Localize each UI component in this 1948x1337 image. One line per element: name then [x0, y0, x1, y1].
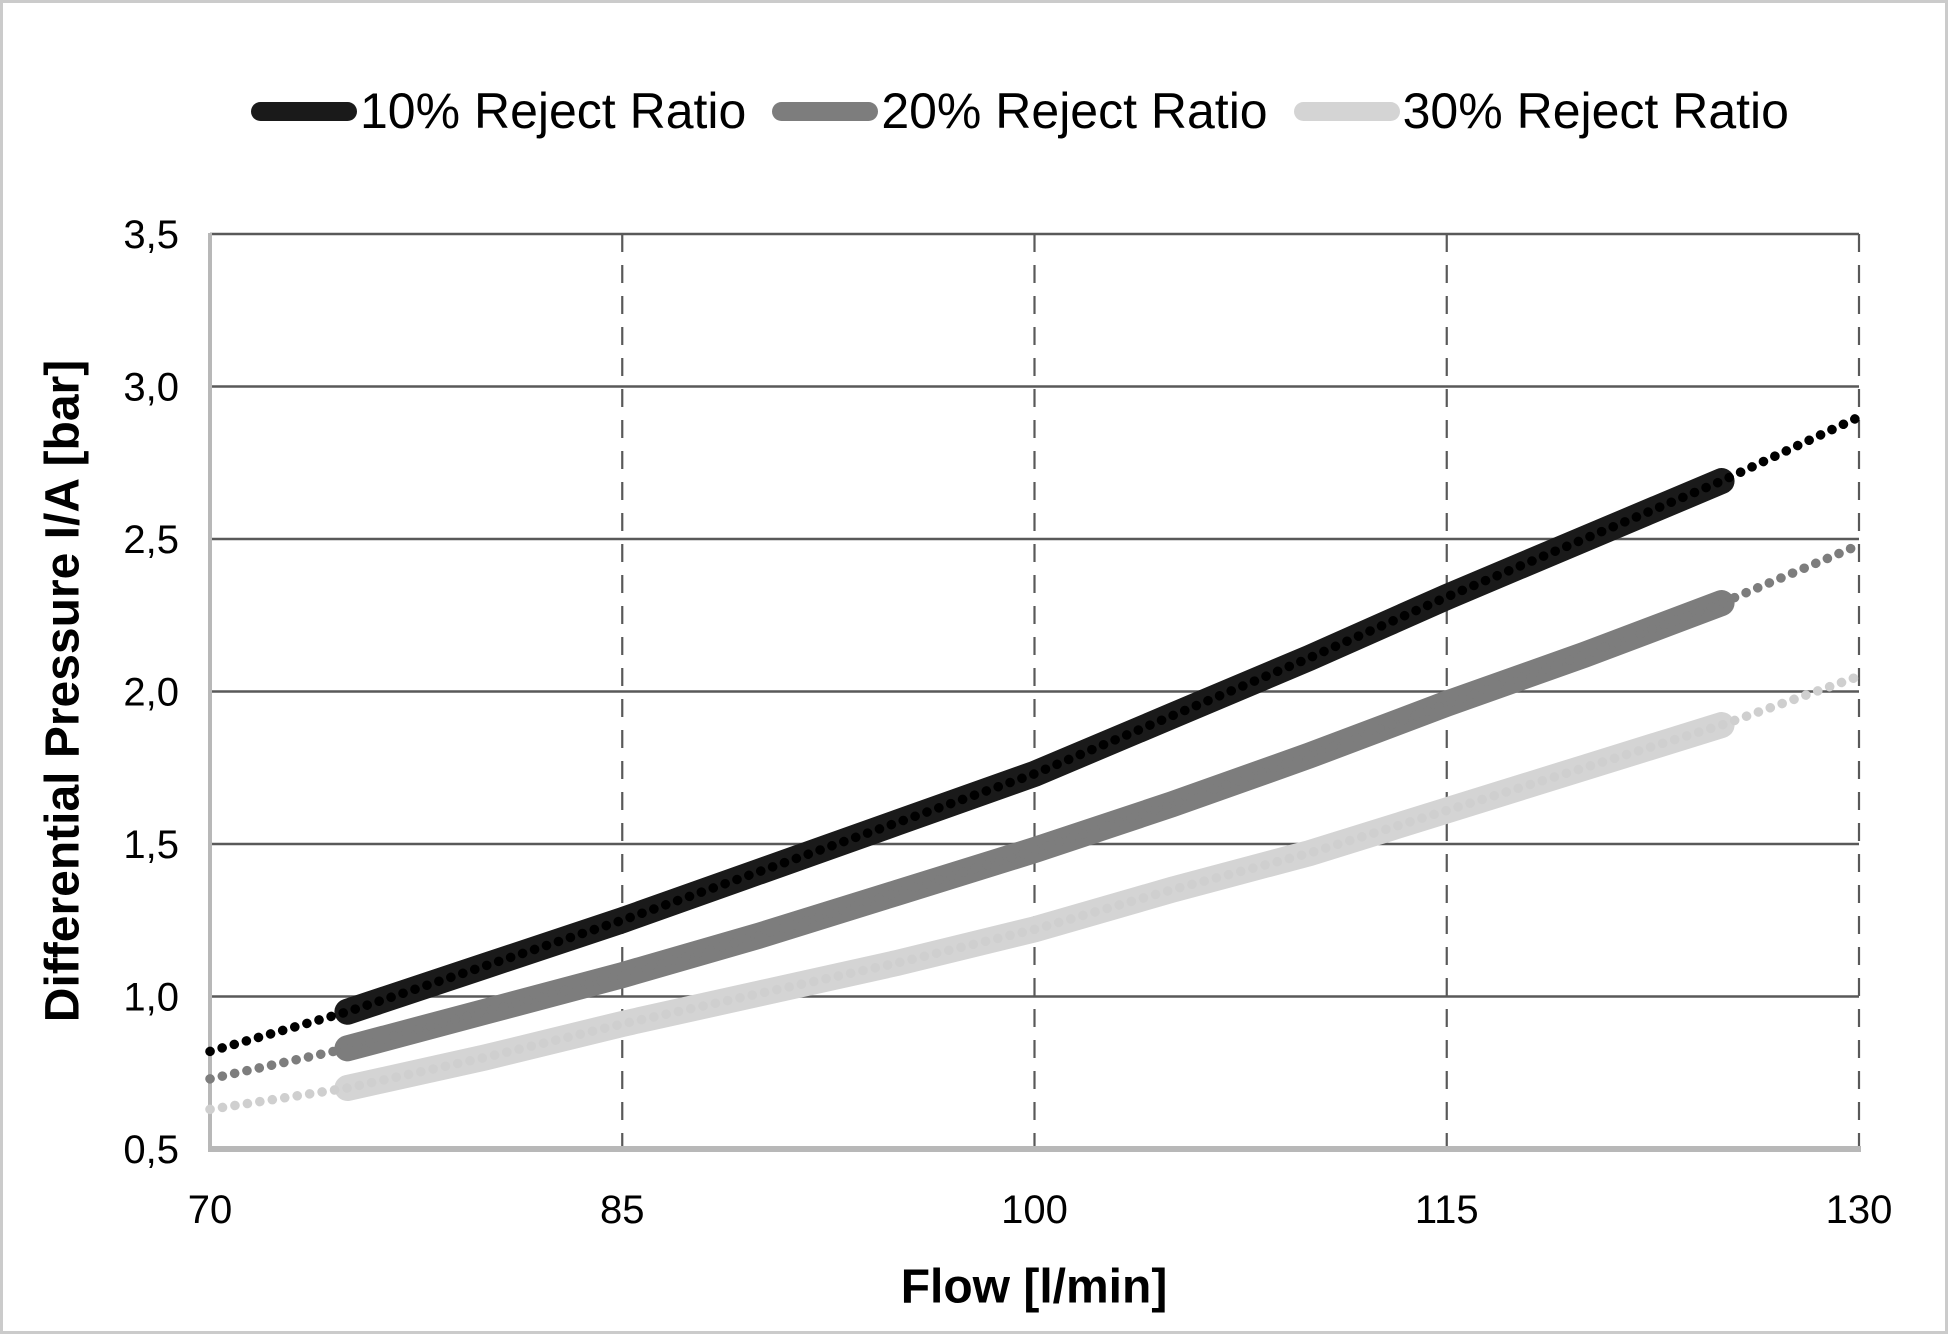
series-10-reject-dotted-line [205, 412, 1864, 1057]
y-tick-label: 1,0 [123, 976, 179, 1020]
legend-swatch [1293, 101, 1400, 121]
y-tick-label: 2,0 [123, 671, 179, 715]
legend-item: 10% Reject Ratio [251, 86, 746, 136]
y-axis-title: Differential Pressure I/A [bar] [36, 359, 90, 1023]
plot-area: 0,5 1,0 1,5 2,0 2,5 3,0 3,5 70 85 100 115 130 [123, 213, 1893, 1232]
legend-swatch [772, 101, 879, 121]
y-tick-label: 3,5 [123, 213, 179, 257]
series-20-reject-dotted-line [205, 540, 1864, 1084]
x-tick-label: 70 [188, 1188, 233, 1232]
legend-item: 30% Reject Ratio [1293, 83, 1789, 139]
x-tick-label: 100 [1001, 1188, 1068, 1232]
legend-label: 30% Reject Ratio [1402, 83, 1789, 139]
legend-label: 10% Reject Ratio [360, 83, 747, 139]
series-30-reject-dotted-line [205, 671, 1864, 1115]
legend-item: 20% Reject Ratio [772, 83, 1268, 139]
x-tick-label: 115 [1415, 1188, 1479, 1232]
legend-label: 20% Reject Ratio [881, 83, 1268, 139]
x-axis-title: Flow [l/min] [900, 1260, 1168, 1314]
legend: 10% Reject Ratio 20% Reject Ratio 30% Reje… [251, 83, 1789, 139]
legend-swatch [251, 101, 357, 121]
y-tick-label: 1,5 [123, 823, 179, 867]
y-tick-label: 0,5 [123, 1128, 179, 1172]
y-tick-label: 3,0 [123, 366, 179, 410]
x-tick-label: 130 [1826, 1188, 1893, 1232]
y-tick-label: 2,5 [123, 518, 179, 562]
x-tick-label: 85 [600, 1188, 645, 1232]
